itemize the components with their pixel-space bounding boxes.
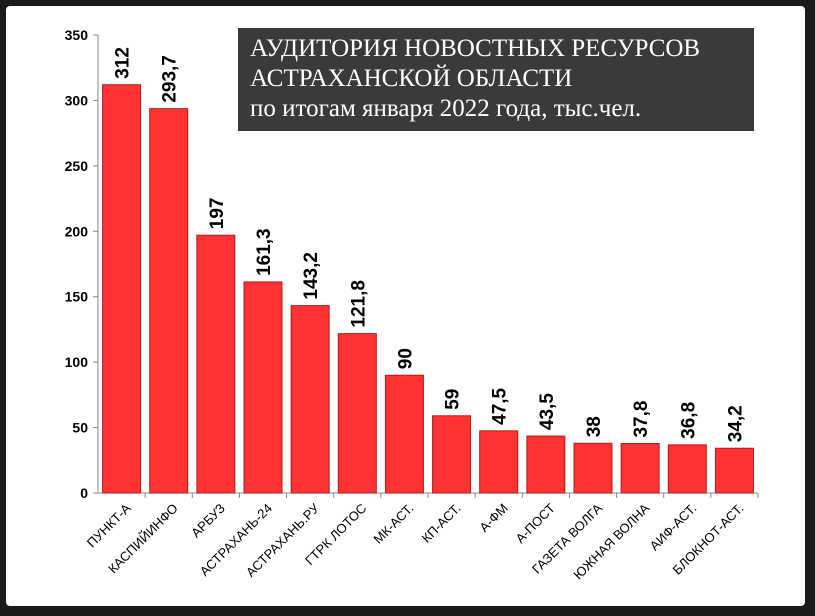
y-tick-label: 100 bbox=[65, 354, 89, 370]
value-label: 161,3 bbox=[254, 228, 275, 276]
bar bbox=[573, 442, 613, 494]
y-tick-label: 0 bbox=[80, 485, 88, 501]
bar bbox=[714, 447, 754, 494]
bar bbox=[526, 435, 566, 494]
bar bbox=[337, 333, 377, 494]
chart-title-line-2: АСТРАХАНСКОЙ ОБЛАСТИ bbox=[250, 65, 573, 92]
value-label: 197 bbox=[207, 198, 228, 230]
x-tick-label: АРБУЗ bbox=[188, 500, 228, 540]
value-label: 59 bbox=[443, 389, 464, 410]
bar bbox=[290, 305, 330, 494]
x-tick-label: КП-АСТ. bbox=[419, 501, 464, 546]
value-label: 143,2 bbox=[301, 252, 322, 300]
bar bbox=[196, 234, 236, 494]
bar bbox=[243, 281, 283, 494]
y-tick-label: 150 bbox=[65, 289, 89, 305]
bar bbox=[149, 108, 189, 494]
value-label: 90 bbox=[395, 348, 416, 369]
y-tick-label: 200 bbox=[65, 223, 89, 239]
y-tick-label: 250 bbox=[65, 158, 89, 174]
bar bbox=[102, 84, 142, 494]
value-label: 293,7 bbox=[160, 55, 181, 103]
bar bbox=[479, 430, 519, 494]
value-label: 38 bbox=[584, 416, 605, 437]
value-label: 312 bbox=[113, 47, 134, 79]
x-tick-label: А-ПОСТ bbox=[512, 500, 558, 546]
chart-frame: 0 50 100 150 200 250 300 350 ПУНКТ-А КАСПИЙИНФО АР… bbox=[6, 6, 805, 606]
value-label: 47,5 bbox=[490, 387, 511, 424]
value-label: 34,2 bbox=[725, 405, 746, 442]
y-tick-label: 350 bbox=[65, 27, 89, 43]
bar bbox=[384, 374, 424, 494]
y-tick-label: 300 bbox=[65, 92, 89, 108]
bar bbox=[620, 443, 660, 494]
y-tick-label: 50 bbox=[72, 420, 88, 436]
chart-title-box: АУДИТОРИЯ НОВОСТНЫХ РЕСУРСОВ АСТРАХАНСКО… bbox=[238, 28, 754, 131]
chart-subtitle: по итогам января 2022 года, тыс.чел. bbox=[250, 95, 642, 122]
value-label: 37,8 bbox=[631, 401, 652, 438]
chart-title-line-1: АУДИТОРИЯ НОВОСТНЫХ РЕСУРСОВ bbox=[250, 35, 701, 62]
bar bbox=[667, 444, 707, 494]
value-label: 43,5 bbox=[537, 393, 558, 430]
x-tick-label: А-ФМ bbox=[476, 501, 510, 535]
x-tick-label: ПУНКТ-А bbox=[84, 500, 134, 550]
x-tick-label: МК-АСТ. bbox=[370, 501, 416, 547]
value-label: 121,8 bbox=[348, 280, 369, 328]
bar bbox=[432, 415, 472, 494]
value-label: 36,8 bbox=[678, 402, 699, 439]
